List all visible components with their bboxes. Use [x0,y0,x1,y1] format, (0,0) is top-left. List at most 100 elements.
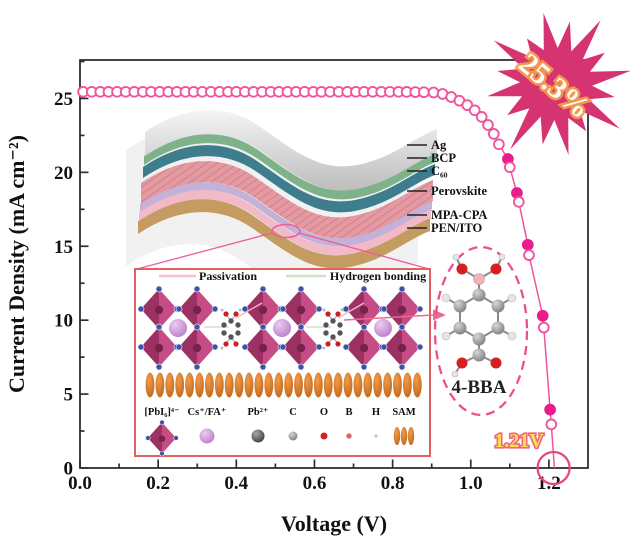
y-tick-label: 5 [64,385,74,406]
mechanism-inset-border [134,268,431,457]
perovskite-hatch [141,161,433,239]
data-point-open [475,111,488,123]
perovskite-cluster-3 [342,285,424,371]
red-dot-icon [320,432,328,440]
sam-ellipse [264,372,274,398]
x-tick-label: 0.0 [68,473,92,494]
sam-ellipse [254,372,264,398]
tiny-dot-icon [374,434,378,438]
passivation-link-1 [235,302,263,319]
molecule-atoms [441,253,517,378]
sam-ellipse [363,372,373,398]
mechanism-inset: Passivation Hydrogen bonding [PbI₆]⁴⁻ [134,268,446,457]
legend-label-sam: SAM [392,407,415,418]
y-tick-label: 25 [54,89,73,110]
layer-label-ag: Ag [431,138,447,152]
layer-label-pen-ito: PEN/ITO [431,221,482,235]
y-tick-label: 0 [64,459,74,480]
mechanism-legend: [PbI₆]⁴⁻ Cs⁺/FA⁺ Pb²⁺ C O B H SAM [144,407,416,457]
x-tick-label: 0.8 [381,473,405,494]
voc-label: 1.21V [494,430,544,452]
voc-label-outline: 1.21V [494,430,544,452]
cation-sphere [273,319,291,337]
sam-ellipse [412,372,422,398]
y-tick-label: 10 [54,311,73,332]
zoom-callout [136,223,430,270]
molecule-ellipse [433,245,529,417]
sam-ellipse [304,372,313,398]
sam-ellipse [393,372,402,398]
sam-ellipse [165,372,175,398]
sam-ellipse [145,372,155,398]
data-point-open [545,418,558,431]
data-point-open [468,104,481,117]
layer-label-perovskite: Perovskite [431,184,487,198]
molecule-inset: 4-BBA [433,245,529,417]
zoom-connector-right [298,232,430,270]
sam-ellipse [195,372,204,398]
cation-sphere [374,319,392,337]
x-tick-label: 0.2 [146,473,170,494]
starburst-icon [487,13,631,155]
sam-monolayer-row [145,372,422,398]
sam-ellipse [224,372,234,398]
data-point-open [537,321,550,334]
stack-layer-C₆₀ [143,145,435,213]
y-tick-label: 15 [54,237,73,258]
sam-ellipse [403,372,412,398]
lavender-sphere-icon [199,428,215,444]
x-tick-label: 0.6 [303,473,327,494]
device-stack-labels: Ag BCP C₆₀ Perovskite MPA-CPA PEN/ITO [407,138,487,235]
hydrogen-bonding-label: Hydrogen bonding [330,269,426,283]
molecule-label: 4-BBA [452,377,507,398]
data-point-open [418,86,430,99]
layer-label-bcp: BCP [431,151,456,165]
data-point-open [493,138,505,151]
data-point-filled [536,309,549,322]
stack-layer-Ag [145,110,437,191]
x-tick-label: 0.4 [224,473,248,494]
sam-ellipse [323,372,333,398]
sam-ellipse [313,372,323,398]
sam-ellipse [373,372,383,398]
perovskite-cluster-2 [241,285,323,371]
device-stack-illustration [126,110,437,301]
efficiency-badge [487,13,631,155]
data-point-open [487,128,500,140]
data-point-open [503,161,516,174]
cation-sphere [169,319,187,337]
arrowhead-icon [433,309,446,321]
layer-label-mpa-cpa: MPA-CPA [431,208,487,222]
legend-label-o: O [320,407,328,418]
sam-ellipse [155,372,165,398]
legend-label-cs-fa: Cs⁺/FA⁺ [188,407,227,418]
data-point-open [523,249,535,261]
zoom-source-ellipse [271,223,301,239]
legend-label-pbi6: [PbI₆]⁴⁻ [144,407,179,418]
sam-ellipse [294,372,303,398]
pink-dot-icon [346,433,352,439]
sam-ellipse [185,372,195,398]
passivation-link-2 [337,302,365,319]
sam-ellipse [284,372,293,398]
sam-ellipse [383,372,392,398]
data-point-open [482,119,494,131]
sam-ellipse [333,372,343,398]
sam-ellipse [205,372,214,398]
sam-ellipse [214,372,224,398]
sam-ellipse [175,372,185,398]
sam-ellipse [244,372,254,398]
y-tick-label: 20 [54,163,73,184]
legend-label-c: C [289,407,297,418]
legend-label-pb: Pb²⁺ [248,407,269,418]
legend-label-h: H [372,407,380,418]
sam-ellipse [234,372,244,398]
legend-label-b: B [345,407,352,418]
sam-ellipse [353,372,363,398]
passivation-label: Passivation [199,269,257,283]
data-point-filled [521,238,534,251]
dark-sphere-icon [251,429,265,443]
x-axis-title: Voltage (V) [281,511,387,536]
